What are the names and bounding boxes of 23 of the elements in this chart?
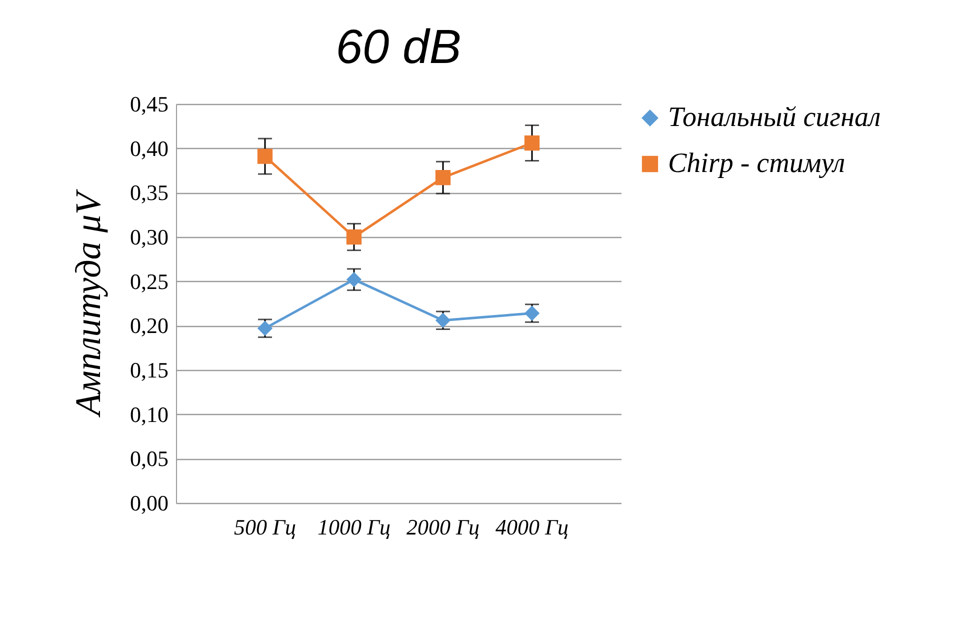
x-tick-label: 2000 Гц bbox=[406, 514, 480, 540]
point bbox=[524, 135, 540, 151]
y-axis-title: Амплитуда μV bbox=[68, 188, 108, 418]
y-tick-label: 0,20 bbox=[130, 313, 168, 338]
legend-label: Chirp - стимул bbox=[668, 148, 846, 179]
point bbox=[435, 170, 451, 186]
y-tick-label: 0,15 bbox=[130, 358, 168, 382]
y-tick-label: 0,40 bbox=[130, 136, 168, 161]
chart-title: 60 dB bbox=[336, 21, 462, 74]
legend-label: Тональный сигнал bbox=[668, 102, 881, 133]
point bbox=[257, 148, 273, 164]
point bbox=[346, 272, 362, 288]
y-tick-label: 0,35 bbox=[130, 180, 168, 206]
x-tick-label: 500 Гц bbox=[234, 514, 296, 540]
x-tick-label: 4000 Гц bbox=[495, 514, 569, 540]
y-tick-label: 0,45 bbox=[130, 92, 168, 116]
y-tick-label: 0,00 bbox=[130, 490, 168, 516]
y-tick-label: 0,30 bbox=[130, 224, 168, 250]
x-tick-label: 1000 Гц bbox=[317, 514, 391, 540]
point bbox=[346, 229, 362, 245]
y-tick-label: 0,10 bbox=[130, 402, 168, 427]
y-tick-label: 0,25 bbox=[130, 268, 168, 294]
y-tick-label: 0,05 bbox=[130, 446, 168, 472]
